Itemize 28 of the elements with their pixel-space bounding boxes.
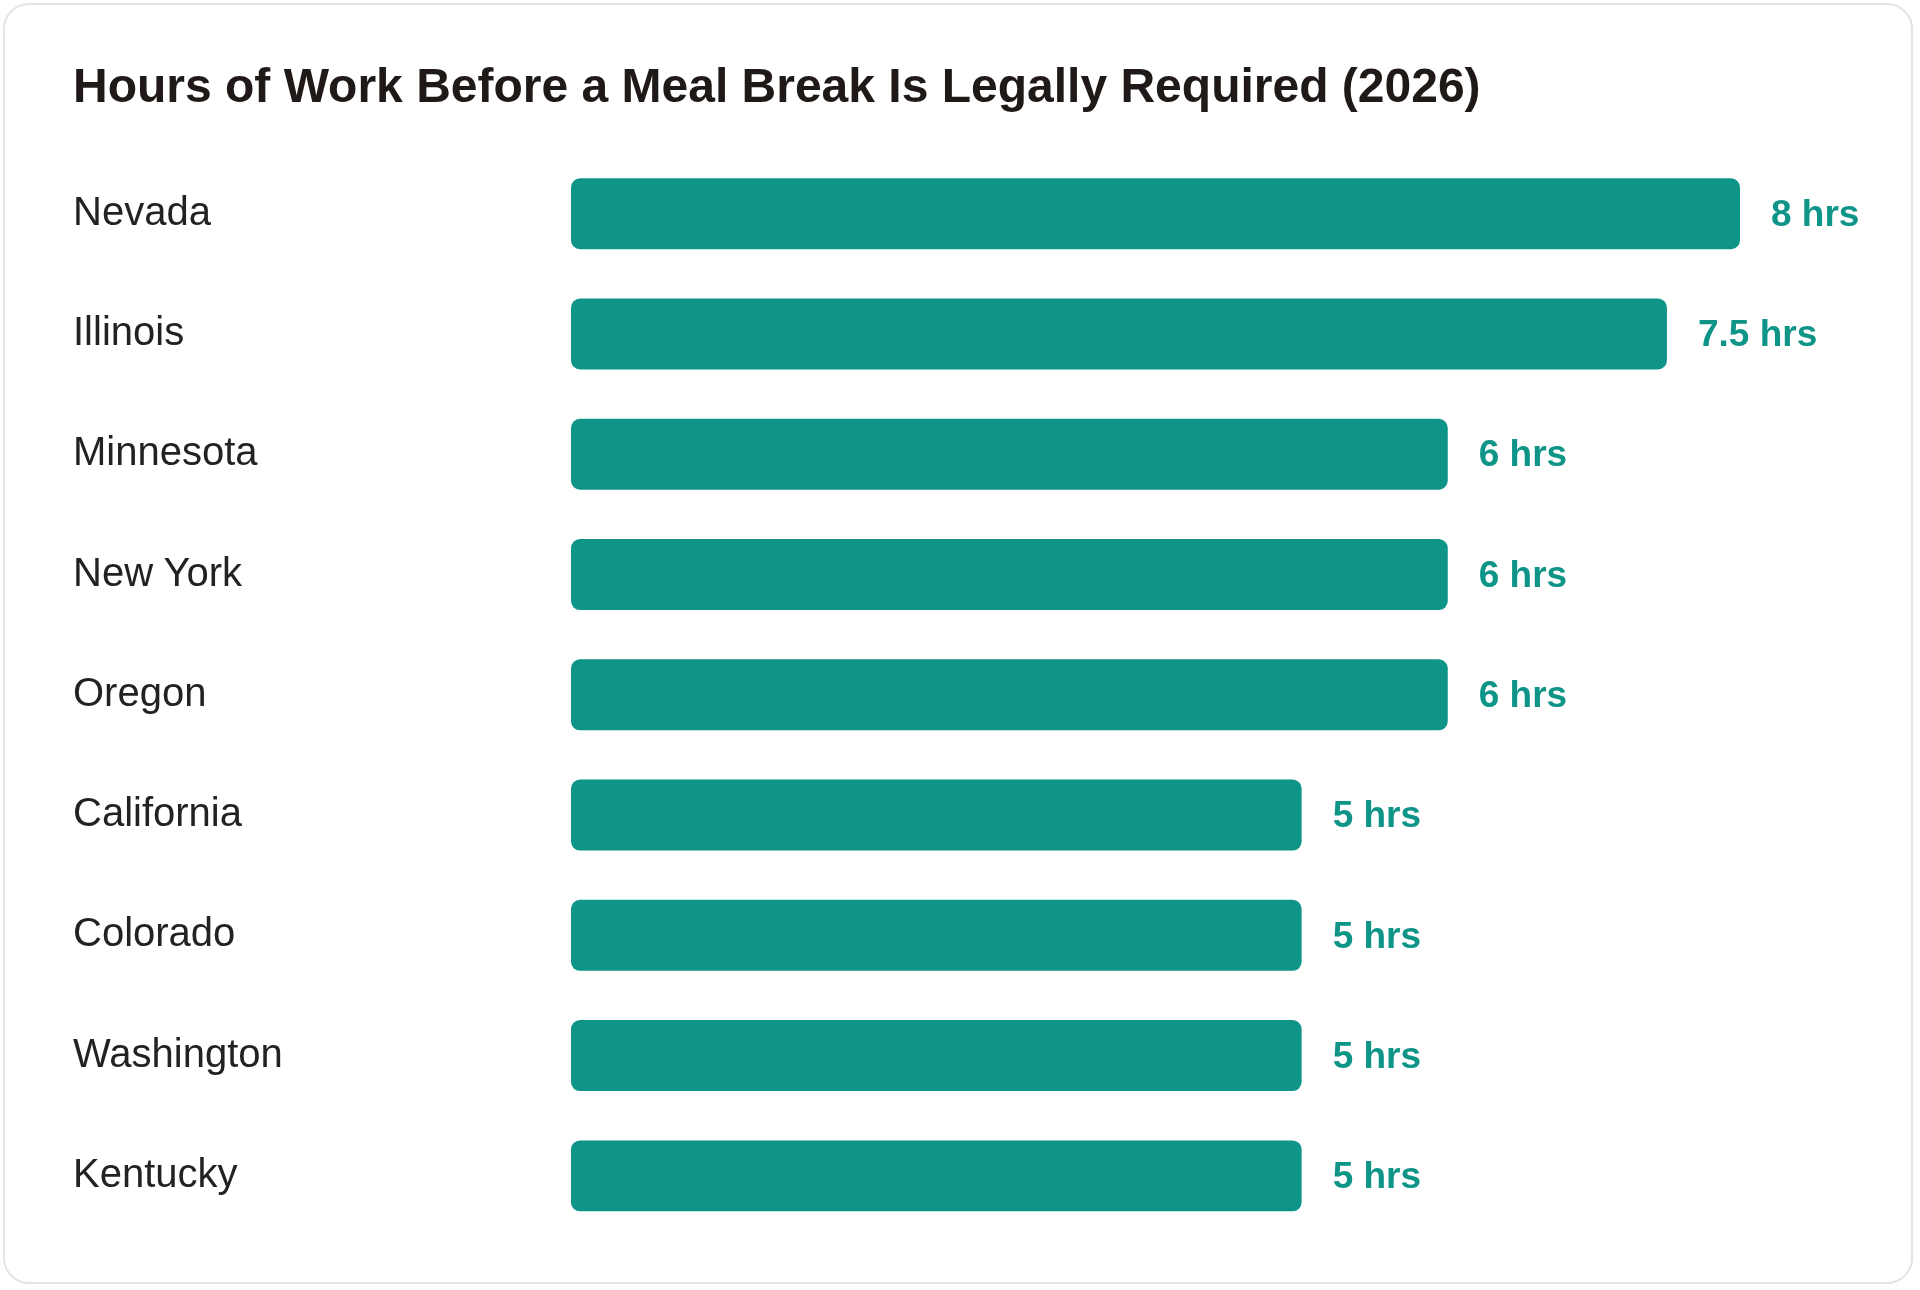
y-tick-label: Nevada: [73, 188, 212, 233]
data-label: 6 hrs: [1478, 553, 1568, 595]
data-label: 5 hrs: [1332, 1155, 1422, 1197]
bar: [571, 418, 1448, 490]
bar: [571, 1140, 1302, 1212]
y-tick-label: California: [73, 790, 243, 835]
y-tick-label: Oregon: [73, 669, 207, 714]
data-label: 6 hrs: [1478, 674, 1568, 715]
bar: [571, 659, 1448, 731]
bar: [571, 298, 1667, 370]
y-tick-label: Kentucky: [73, 1150, 238, 1195]
bar: [571, 178, 1740, 250]
bar: [571, 1020, 1302, 1092]
y-tick-label: Colorado: [73, 910, 236, 955]
data-label: 5 hrs: [1332, 794, 1422, 836]
bar: [571, 539, 1448, 611]
data-label: 5 hrs: [1332, 1034, 1422, 1076]
y-tick-label: Illinois: [73, 309, 185, 354]
data-label: 5 hrs: [1332, 914, 1422, 956]
chart-title: Hours of Work Before a Meal Break Is Legally Required (2026): [73, 59, 1481, 113]
bar: [571, 899, 1302, 971]
data-label: 8 hrs: [1771, 192, 1860, 234]
data-label: 7.5 hrs: [1697, 313, 1818, 355]
y-tick-label: New York: [73, 549, 243, 594]
data-label: 6 hrs: [1478, 433, 1568, 475]
y-tick-label: Washington: [73, 1030, 283, 1075]
y-tick-label: Minnesota: [73, 429, 259, 474]
bar: [571, 779, 1302, 851]
